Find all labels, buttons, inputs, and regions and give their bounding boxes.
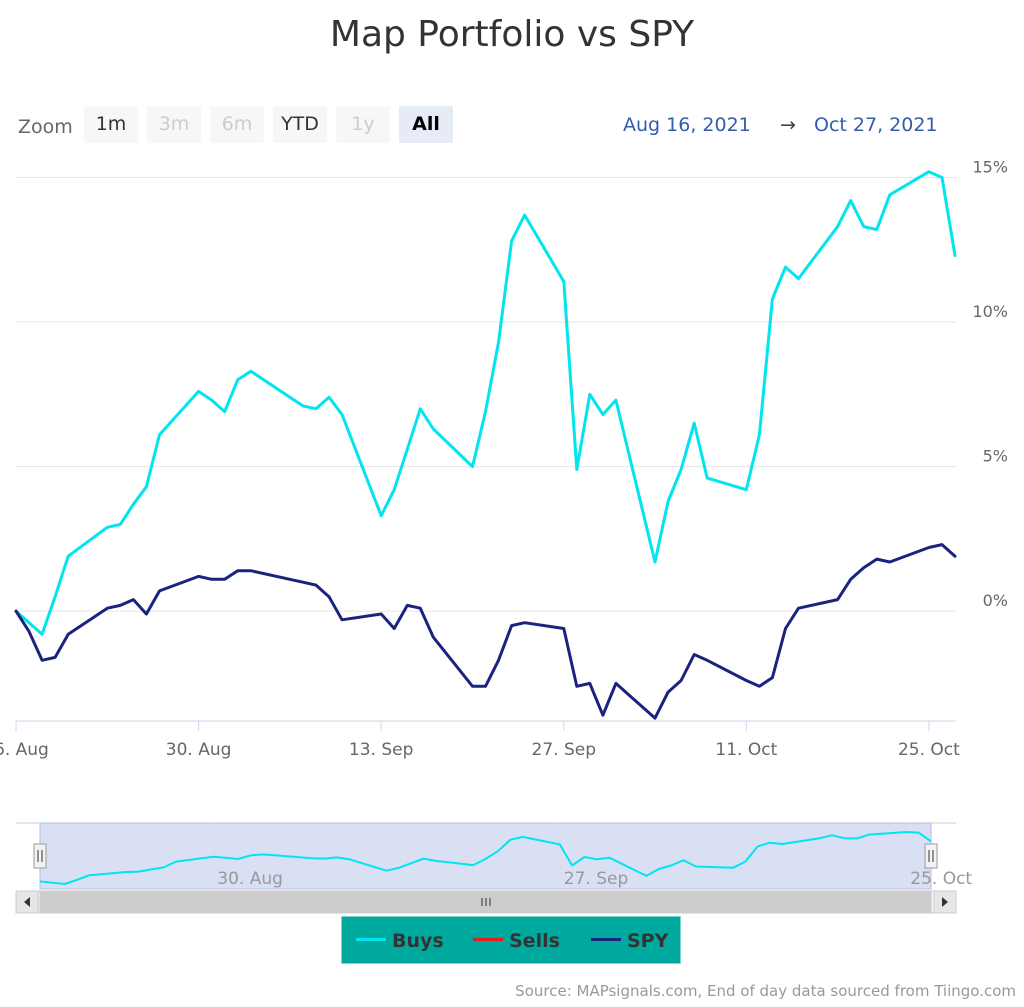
navigator-right-handle[interactable]	[924, 843, 938, 869]
legend-item-buys[interactable]: Buys	[356, 917, 444, 965]
zoom-all-button[interactable]: All	[399, 106, 453, 143]
zoom-label: Zoom	[18, 116, 73, 138]
legend-sells-label: Sells	[509, 930, 560, 952]
zoom-1m-button[interactable]: 1m	[84, 106, 138, 143]
source-credits: Source: MAPsignals.com, End of day data …	[515, 982, 1016, 1000]
y-axis: 0% 5% 10% 15%	[972, 157, 1008, 610]
series-line-spy	[14, 543, 957, 720]
scrollbar-grip-icon	[481, 898, 491, 906]
scroll-right-arrow-icon	[942, 897, 948, 907]
legend-buys-swatch	[356, 938, 386, 941]
range-from-input[interactable]: Aug 16, 2021	[623, 114, 751, 136]
grid-lines	[16, 176, 956, 612]
range-to-input[interactable]: Oct 27, 2021	[814, 114, 938, 136]
navigator-tick-label: 30. Aug	[217, 869, 283, 889]
legend-spy-swatch	[591, 938, 621, 941]
legend-spy-label: SPY	[627, 930, 669, 952]
y-tick-label: 0%	[983, 591, 1008, 610]
navigator-series	[39, 831, 932, 885]
legend-item-sells[interactable]: Sells	[473, 917, 560, 965]
x-tick-label: 13. Sep	[349, 740, 413, 760]
x-tick-label: 16. Aug	[0, 740, 49, 760]
y-tick-label: 15%	[972, 157, 1008, 176]
series-line-buys	[14, 170, 957, 636]
legend-item-spy[interactable]: SPY	[591, 917, 668, 965]
zoom-1y-button[interactable]: 1y	[336, 106, 390, 143]
range-arrow: →	[780, 114, 796, 136]
x-tick-label: 27. Sep	[532, 740, 596, 760]
navigator-tick-label: 27. Sep	[564, 869, 628, 889]
plot-series	[14, 170, 957, 720]
navigator-tick-label: 25. Oct	[910, 869, 972, 889]
navigator-line-buys	[39, 831, 932, 885]
navigator-axis: 30. Aug 27. Sep 25. Oct	[217, 869, 972, 889]
navigator-selected-range[interactable]	[39, 822, 932, 890]
legend: Buys Sells SPY	[341, 916, 681, 964]
legend-buys-label: Buys	[392, 930, 444, 952]
zoom-6m-button[interactable]: 6m	[210, 106, 264, 143]
x-tick-label: 25. Oct	[898, 740, 960, 760]
legend-sells-swatch	[473, 938, 503, 941]
x-tick-label: 11. Oct	[715, 740, 777, 760]
x-axis: 16. Aug 30. Aug 13. Sep 27. Sep 11. Oct 25. O…	[0, 721, 960, 760]
zoom-3m-button[interactable]: 3m	[147, 106, 201, 143]
y-tick-label: 5%	[983, 447, 1008, 466]
x-tick-label: 30. Aug	[166, 740, 232, 760]
navigator-left-handle[interactable]	[33, 843, 47, 869]
chart-title: Map Portfolio vs SPY	[329, 14, 695, 55]
scroll-left-arrow-icon	[24, 897, 30, 907]
y-tick-label: 10%	[972, 302, 1008, 321]
zoom-ytd-button[interactable]: YTD	[273, 106, 327, 143]
